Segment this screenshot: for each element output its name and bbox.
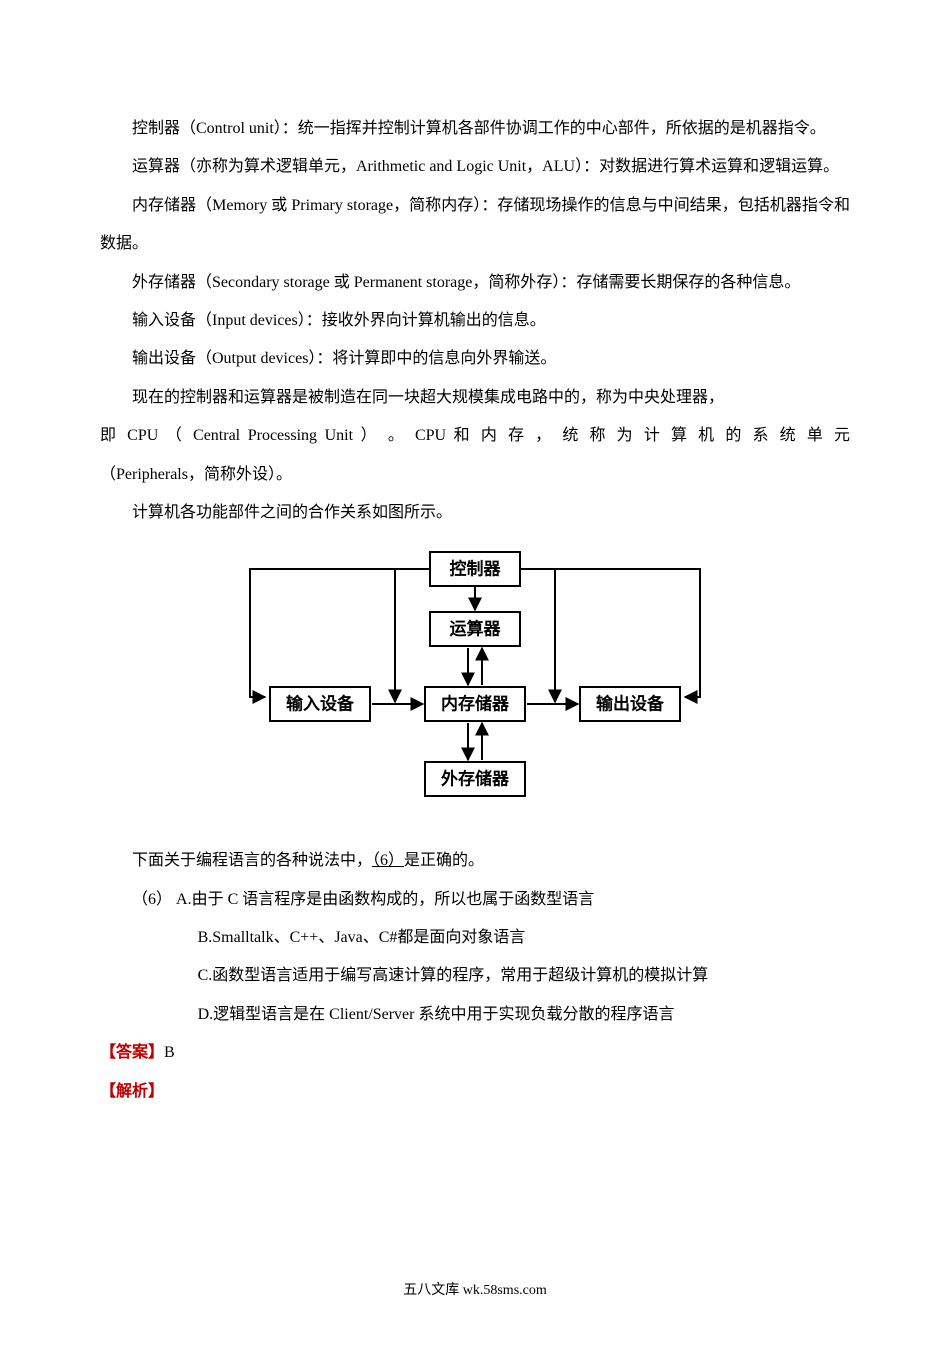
question-block: 下面关于编程语言的各种说法中，（6）是正确的。 （6） A.由于 C 语言程序是… bbox=[100, 842, 850, 1034]
para-input: 输入设备（Input devices）：接收外界向计算机输出的信息。 bbox=[100, 302, 850, 340]
question-stem-post: 是正确的。 bbox=[404, 852, 484, 869]
edge-controller-input bbox=[250, 569, 430, 697]
explanation-label: 【解析】 bbox=[100, 1083, 164, 1100]
answer-line: 【答案】B bbox=[100, 1034, 850, 1072]
para-alu: 运算器（亦称为算术逻辑单元，Arithmetic and Logic Unit，… bbox=[100, 148, 850, 186]
node-output-label: 输出设备 bbox=[596, 694, 665, 714]
edge-controller-output bbox=[520, 569, 700, 697]
architecture-diagram: 控制器 运算器 输入设备 内存储器 输出设备 外存储器 bbox=[210, 542, 740, 812]
para-controller: 控制器（Control unit）：统一指挥并控制计算机各部件协调工作的中心部件… bbox=[100, 110, 850, 148]
para-storage: 外存储器（Secondary storage 或 Permanent stora… bbox=[100, 264, 850, 302]
page-footer: 五八文库 wk.58sms.com bbox=[100, 1281, 850, 1301]
question-num: （6） bbox=[132, 891, 172, 908]
answer-value: B bbox=[164, 1044, 175, 1061]
question-blank: （6） bbox=[372, 852, 404, 869]
para-output: 输出设备（Output devices）：将计算即中的信息向外界输送。 bbox=[100, 340, 850, 378]
para-figure-intro: 计算机各功能部件之间的合作关系如图所示。 bbox=[100, 494, 850, 532]
question-option-d: D.逻辑型语言是在 Client/Server 系统中用于实现负载分散的程序语言 bbox=[100, 996, 850, 1034]
para-memory: 内存储器（Memory 或 Primary storage，简称内存）：存储现场… bbox=[100, 187, 850, 264]
question-option-c: C.函数型语言适用于编写高速计算的程序，常用于超级计算机的模拟计算 bbox=[100, 957, 850, 995]
question-stem-pre: 下面关于编程语言的各种说法中， bbox=[132, 852, 372, 869]
para-cpu-1: 现在的控制器和运算器是被制造在同一块超大规模集成电路中的，称为中央处理器， bbox=[100, 379, 850, 417]
para-cpu-2a: 即 CPU （ Central Processing Unit ） 。 CPU … bbox=[100, 417, 850, 455]
node-storage-label: 外存储器 bbox=[441, 769, 510, 789]
node-memory-label: 内存储器 bbox=[441, 694, 510, 714]
question-option-b: B.Smalltalk、C++、Java、C#都是面向对象语言 bbox=[100, 919, 850, 957]
question-option-a: （6） A.由于 C 语言程序是由函数构成的，所以也属于函数型语言 bbox=[100, 881, 850, 919]
answer-label: 【答案】 bbox=[100, 1044, 164, 1061]
node-input-label: 输入设备 bbox=[286, 694, 355, 714]
explanation-line: 【解析】 bbox=[100, 1073, 850, 1111]
node-alu-label: 运算器 bbox=[450, 619, 502, 639]
option-a-text: A.由于 C 语言程序是由函数构成的，所以也属于函数型语言 bbox=[176, 891, 594, 908]
question-stem: 下面关于编程语言的各种说法中，（6）是正确的。 bbox=[100, 842, 850, 880]
node-controller-label: 控制器 bbox=[450, 559, 502, 579]
para-cpu-2b: （Peripherals，简称外设）。 bbox=[100, 456, 850, 494]
